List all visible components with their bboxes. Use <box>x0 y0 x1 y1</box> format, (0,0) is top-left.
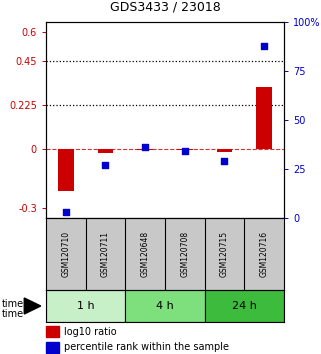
Bar <box>177 149 193 150</box>
Bar <box>46 326 59 337</box>
Polygon shape <box>24 298 41 314</box>
Text: log10 ratio: log10 ratio <box>64 327 117 337</box>
Bar <box>46 342 59 353</box>
Text: GSM120711: GSM120711 <box>101 231 110 277</box>
Text: time: time <box>2 309 24 319</box>
Text: 4 h: 4 h <box>156 301 174 311</box>
Text: GSM120716: GSM120716 <box>260 231 269 277</box>
Point <box>222 158 227 164</box>
Text: time: time <box>2 299 24 309</box>
Bar <box>256 87 272 149</box>
Bar <box>125 290 205 322</box>
Bar <box>58 149 74 190</box>
Text: GSM120648: GSM120648 <box>141 231 150 277</box>
Text: GSM120708: GSM120708 <box>180 231 189 277</box>
Bar <box>98 149 113 153</box>
Text: GDS3433 / 23018: GDS3433 / 23018 <box>110 0 221 13</box>
Bar <box>217 149 232 152</box>
Point <box>182 149 187 154</box>
Text: 1 h: 1 h <box>77 301 94 311</box>
Text: 24 h: 24 h <box>232 301 257 311</box>
Point <box>262 43 267 48</box>
Point <box>103 162 108 168</box>
Point <box>63 209 68 215</box>
Text: GSM120710: GSM120710 <box>61 231 70 277</box>
Text: percentile rank within the sample: percentile rank within the sample <box>64 342 229 352</box>
Bar <box>205 290 284 322</box>
Text: GSM120715: GSM120715 <box>220 231 229 277</box>
Bar <box>137 149 153 150</box>
Bar <box>46 290 125 322</box>
Point <box>143 144 148 150</box>
